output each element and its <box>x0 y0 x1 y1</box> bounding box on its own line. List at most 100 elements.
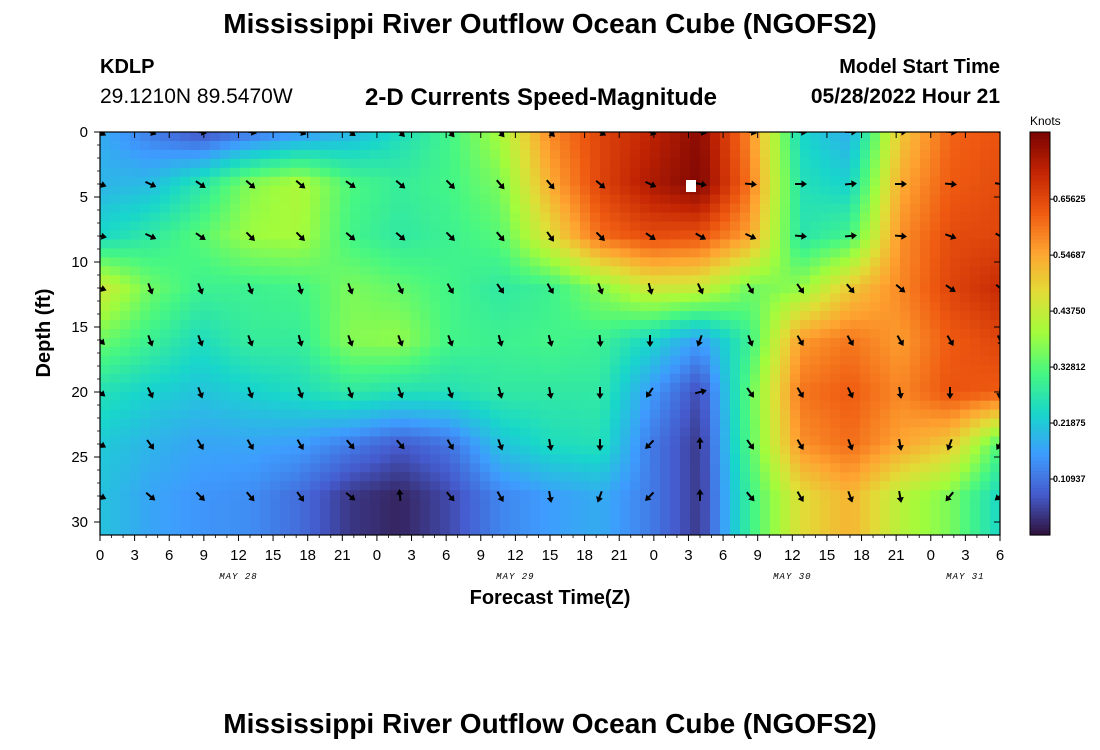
heatmap-cell <box>350 257 361 267</box>
heatmap-cell <box>650 311 661 321</box>
heatmap-cell <box>190 490 201 500</box>
heatmap-cell <box>620 239 631 250</box>
heatmap-cell <box>600 337 611 348</box>
heatmap-cell <box>910 391 921 402</box>
heatmap-cell <box>860 284 871 294</box>
heatmap-cell <box>930 409 941 420</box>
heatmap-cell <box>490 221 501 232</box>
heatmap-cell <box>830 203 841 214</box>
heatmap-cell <box>720 418 731 429</box>
heatmap-cell <box>140 230 151 241</box>
heatmap-cell <box>220 284 231 294</box>
heatmap-cell <box>410 257 421 267</box>
heatmap-cell <box>560 167 571 178</box>
heatmap-cell <box>860 239 871 250</box>
heatmap-cell <box>290 176 301 187</box>
heatmap-cell <box>970 472 981 482</box>
heatmap-cell <box>380 418 391 429</box>
heatmap-cell <box>190 221 201 232</box>
heatmap-cell <box>700 275 711 285</box>
heatmap-cell <box>480 337 491 348</box>
heatmap-cell <box>470 293 481 303</box>
heatmap-cell <box>650 346 661 357</box>
heatmap-cell <box>840 391 851 402</box>
heatmap-cell <box>300 391 311 402</box>
heatmap-cell <box>350 140 361 151</box>
heatmap-cell <box>820 508 831 518</box>
heatmap-cell <box>890 212 901 223</box>
heatmap-cell <box>270 490 281 500</box>
heatmap-cell <box>310 409 321 420</box>
heatmap-cell <box>970 203 981 214</box>
heatmap-cell <box>510 194 521 205</box>
y-tick-label: 15 <box>71 319 88 336</box>
heatmap-cell <box>980 436 991 447</box>
heatmap-cell <box>400 499 411 509</box>
heatmap-cell <box>120 472 131 482</box>
heatmap-cell <box>480 454 491 464</box>
heatmap-cell <box>590 508 601 518</box>
heatmap-cell <box>610 140 621 151</box>
heatmap-cell <box>700 257 711 267</box>
heatmap-cell <box>250 275 261 285</box>
heatmap-cell <box>490 391 501 402</box>
heatmap-cell <box>970 176 981 187</box>
heatmap-cell <box>690 149 701 160</box>
heatmap-cell <box>710 275 721 285</box>
heatmap-cell <box>570 373 581 384</box>
heatmap-cell <box>910 490 921 500</box>
heatmap-cell <box>760 499 771 509</box>
heatmap-cell <box>790 329 801 339</box>
heatmap-cell <box>930 418 941 429</box>
heatmap-cell <box>770 454 781 464</box>
heatmap-cell <box>860 517 871 527</box>
heatmap-cell <box>810 526 821 535</box>
heatmap-cell <box>900 454 911 464</box>
heatmap-cell <box>340 248 351 258</box>
heatmap-cell <box>230 382 241 393</box>
heatmap-cell <box>620 275 631 285</box>
heatmap-cell <box>300 257 311 267</box>
heatmap-cell <box>390 194 401 205</box>
heatmap-cell <box>460 508 471 518</box>
heatmap-cell <box>330 463 341 473</box>
heatmap-cell <box>810 320 821 330</box>
heatmap-cell <box>900 427 911 438</box>
heatmap-cell <box>190 311 201 321</box>
heatmap-cell <box>230 221 241 232</box>
heatmap-cell <box>930 194 941 205</box>
heatmap-cell <box>620 463 631 473</box>
current-arrow <box>696 437 704 449</box>
heatmap-cell <box>320 320 331 330</box>
heatmap-cell <box>770 409 781 420</box>
heatmap-cell <box>270 275 281 285</box>
heatmap-cell <box>540 373 551 384</box>
heatmap-cell <box>250 149 261 160</box>
heatmap-cell <box>370 391 381 402</box>
heatmap-cell <box>690 400 701 411</box>
heatmap-cell <box>610 427 621 438</box>
heatmap-cell <box>340 311 351 321</box>
current-arrow <box>896 490 904 503</box>
heatmap-cell <box>220 230 231 241</box>
colorbar-segment <box>1030 313 1050 318</box>
heatmap-cell <box>270 472 281 482</box>
heatmap-cell <box>350 337 361 348</box>
heatmap-cell <box>860 132 871 142</box>
heatmap-cell <box>150 364 161 375</box>
heatmap-cell <box>860 293 871 303</box>
heatmap-cell <box>390 302 401 312</box>
heatmap-cell <box>260 526 271 535</box>
current-arrow <box>197 282 204 295</box>
heatmap-cell <box>380 248 391 258</box>
heatmap-cell <box>280 481 291 491</box>
heatmap-cell <box>630 391 641 402</box>
heatmap-cell <box>970 257 981 267</box>
heatmap-cell <box>870 463 881 473</box>
heatmap-cell <box>110 346 121 357</box>
heatmap-cell <box>240 391 251 402</box>
heatmap-cell <box>660 391 671 402</box>
heatmap-cell <box>760 194 771 205</box>
heatmap-cell <box>670 490 681 500</box>
heatmap-cell <box>780 293 791 303</box>
